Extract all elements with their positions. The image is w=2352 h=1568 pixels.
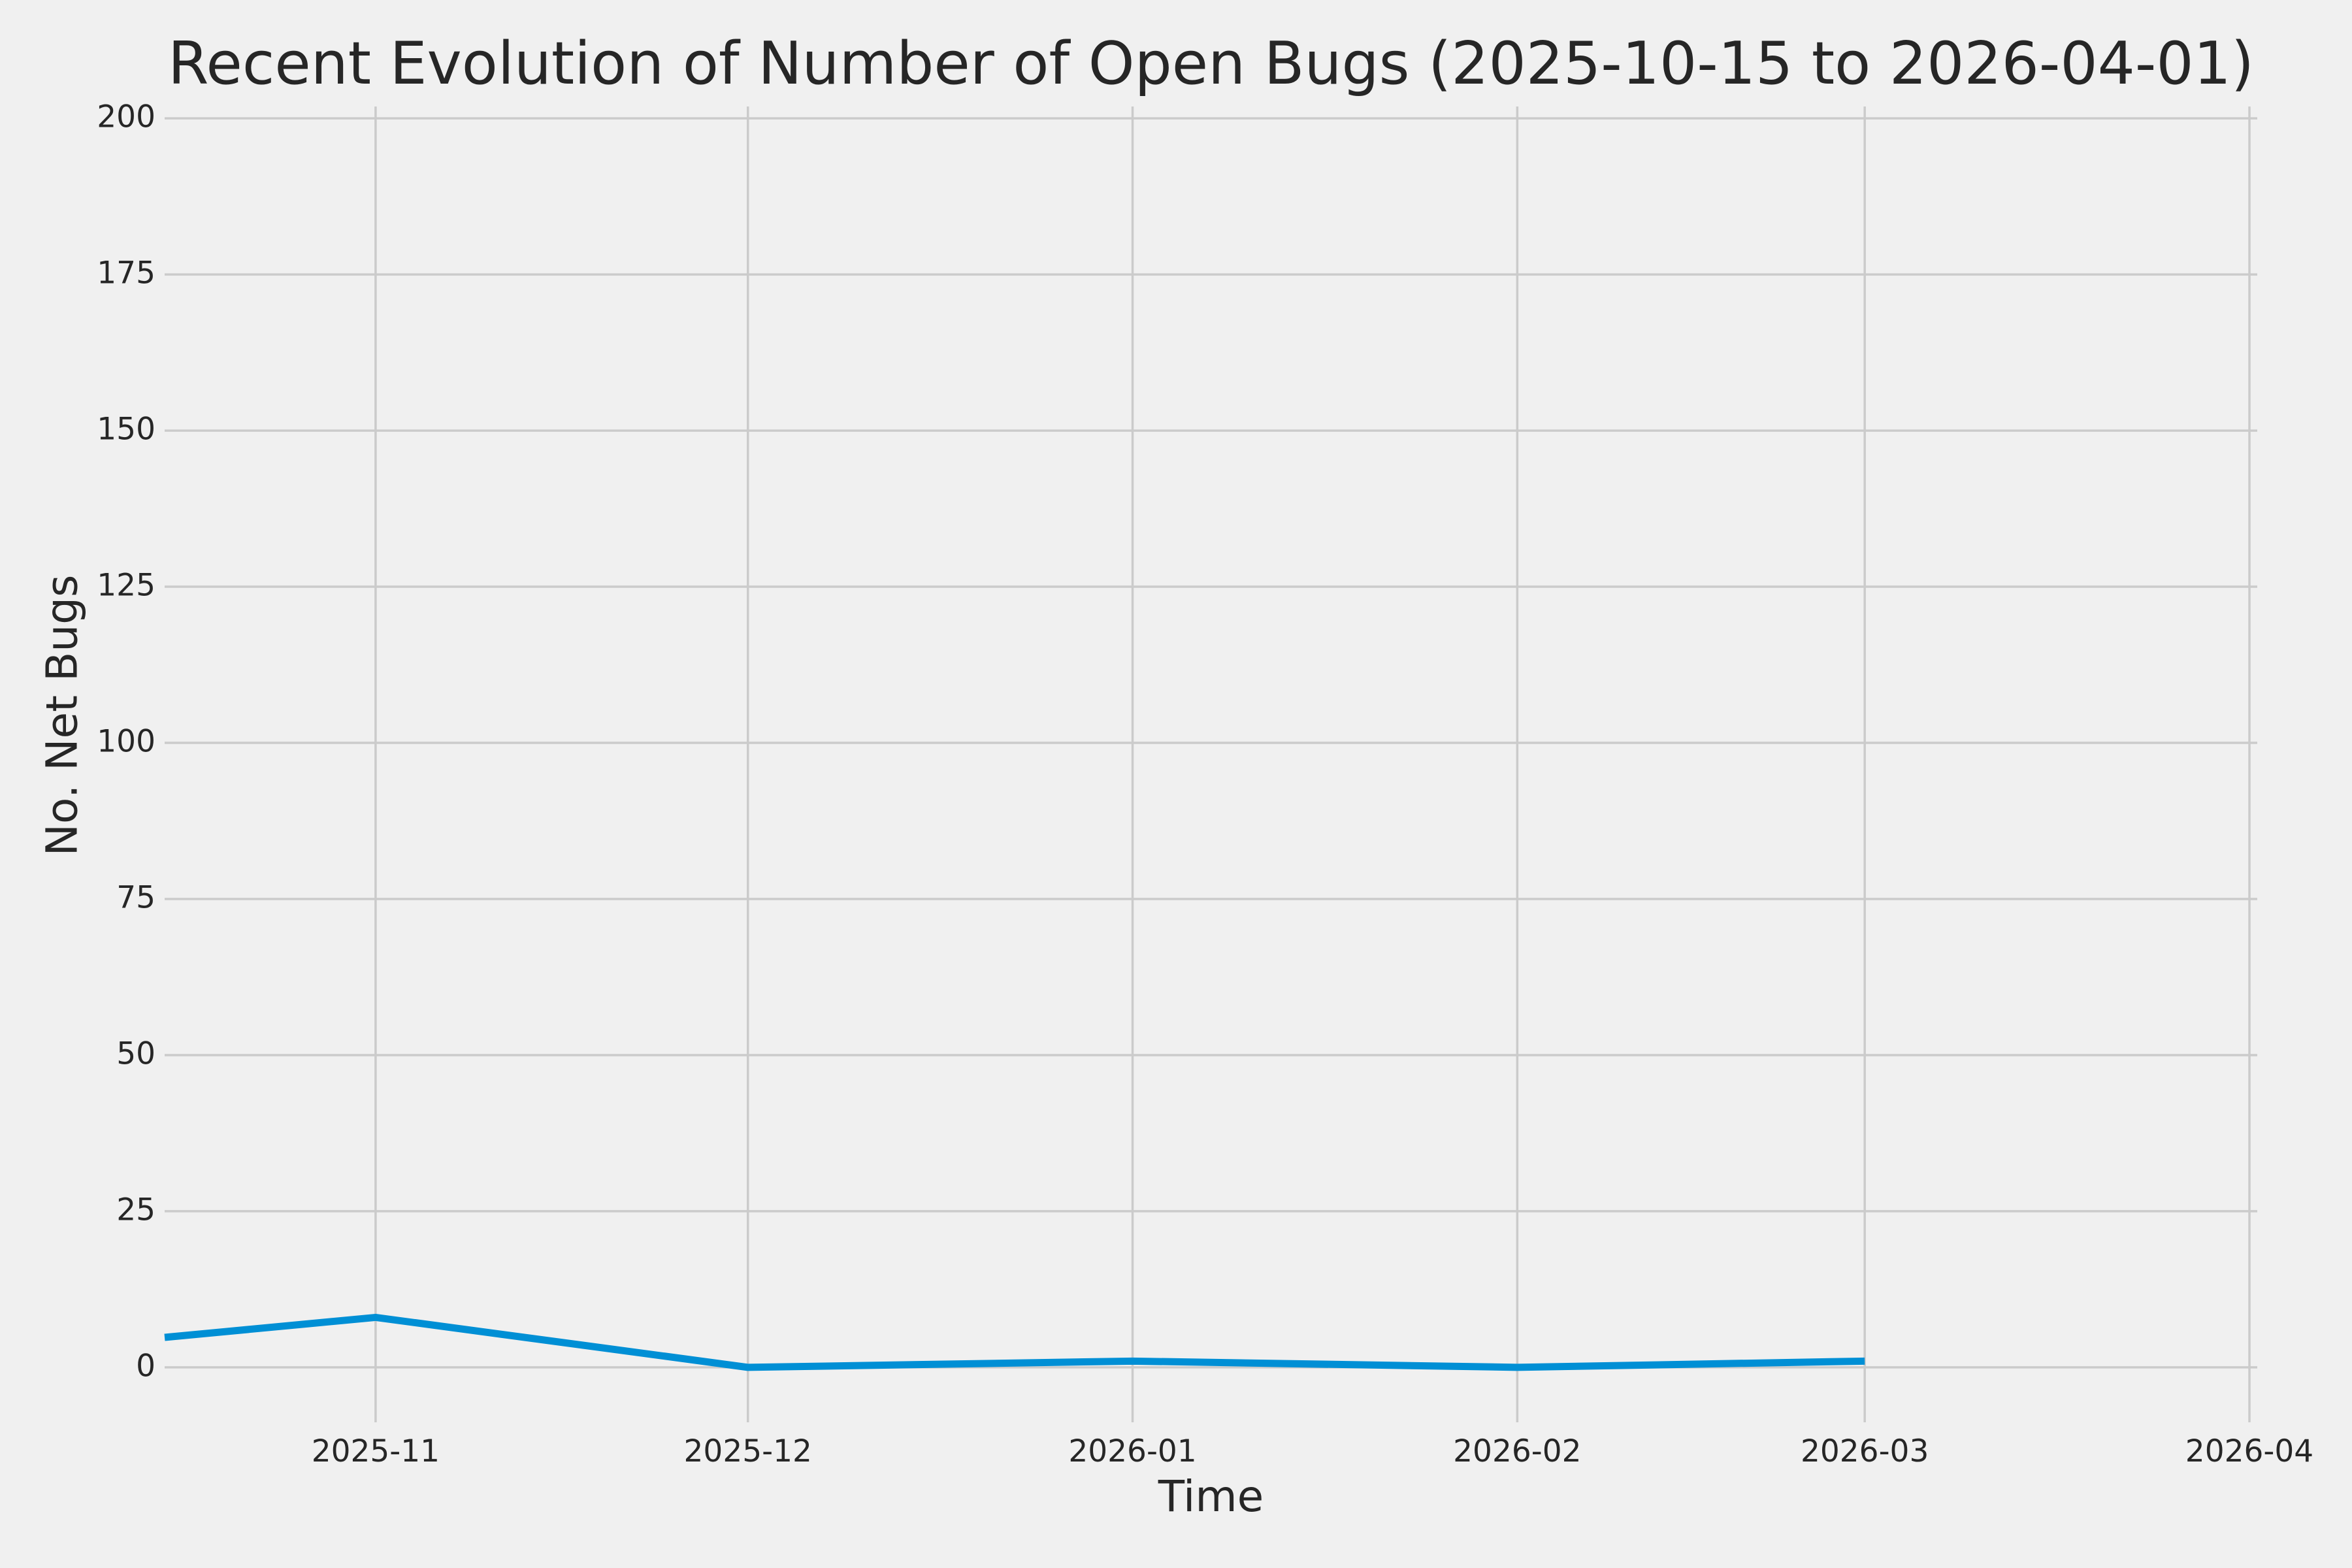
y-tick-label: 100: [97, 723, 155, 760]
y-tick-label: 25: [116, 1192, 155, 1228]
y-tick-label: 0: [136, 1348, 155, 1384]
y-tick-label: 175: [97, 255, 155, 291]
x-tick-label: 2025-12: [683, 1433, 812, 1469]
y-tick-label: 125: [97, 567, 155, 604]
y-tick-label: 75: [116, 879, 155, 916]
y-axis-label: No. Net Bugs: [37, 574, 88, 857]
y-tick-label: 150: [97, 411, 155, 448]
open-bugs-line: [164, 1313, 1865, 1371]
x-tick-label: 2025-11: [311, 1433, 440, 1469]
y-tick-label: 50: [116, 1036, 155, 1072]
x-tick-label: 2026-03: [1800, 1433, 1929, 1469]
x-tick-label: 2026-01: [1068, 1433, 1197, 1469]
x-tick-label: 2026-04: [2185, 1433, 2314, 1469]
chart-title: Recent Evolution of Number of Open Bugs …: [167, 29, 2255, 98]
x-tick-label: 2026-02: [1453, 1433, 1582, 1469]
x-axis-label: Time: [1158, 1471, 1264, 1522]
y-tick-label: 200: [97, 99, 155, 135]
